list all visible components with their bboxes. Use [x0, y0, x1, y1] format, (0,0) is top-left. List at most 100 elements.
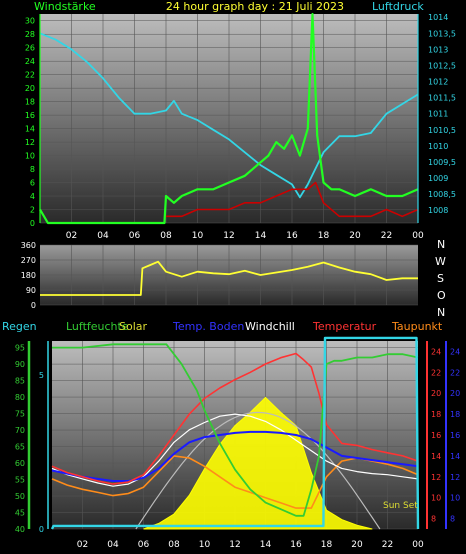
direction-letter-n-bottom: N [437, 306, 445, 319]
wind-direction-line [40, 260, 418, 296]
direction-letter-n-top: N [437, 238, 445, 251]
temperature-tick-label: 10 [431, 494, 441, 503]
pressure-line [39, 32, 419, 199]
soil-temp-tick-label: 12 [450, 473, 460, 482]
humidity-tick-label: 50 [15, 492, 25, 501]
temperature-tick-label: 20 [431, 389, 441, 398]
p1-x-tick-label: 16 [286, 231, 298, 241]
legend-solar: Solar [119, 320, 148, 333]
wind-tick-label: 26 [25, 44, 35, 53]
pressure-tick-label: 1011 [428, 110, 448, 119]
pressure-tick-label: 1014 [428, 13, 448, 22]
temperature-tick-label: 18 [431, 410, 441, 419]
temperature-tick-label: 22 [431, 368, 441, 377]
legend-temperature: Temperatur [312, 320, 377, 333]
temperature-tick-label: 8 [431, 515, 436, 524]
temperature-tick-label: 16 [431, 431, 441, 440]
wind-tick-label: 18 [25, 98, 35, 107]
pressure-tick-label: 1013 [428, 45, 448, 54]
wind-tick-label: 8 [30, 165, 35, 174]
temperature-tick-label: 14 [431, 452, 441, 461]
temperature-line [51, 352, 419, 485]
p1-x-tick-label: 22 [381, 231, 392, 241]
wind-gust-line [166, 181, 419, 218]
direction-tick-label: 180 [21, 271, 36, 280]
pressure-tick-label: 1012,5 [428, 61, 456, 70]
pressure-tick-label: 1008 [428, 206, 448, 215]
p1-x-tick-label: 08 [160, 231, 172, 241]
p1-x-tick-label: 02 [66, 231, 77, 241]
p1-x-tick-label: 20 [349, 231, 361, 241]
p1-x-tick-label: 12 [223, 231, 234, 241]
direction-tick-label: 270 [21, 256, 36, 265]
soil-temp-tick-label: 8 [450, 515, 455, 524]
pressure-axis-title: Luftdruck [372, 0, 424, 13]
temperature-tick-label: 12 [431, 473, 441, 482]
soil-temp-tick-label: 18 [450, 410, 460, 419]
p3-x-tick-label: 14 [260, 540, 272, 550]
direction-letter-w: W [435, 255, 446, 268]
humidity-tick-label: 70 [15, 426, 25, 435]
soil-temp-tick-label: 22 [450, 368, 460, 377]
wind-pressure-panel: 02 04 06 08 10 12 14 16 18 20 22 000246810121416182… [25, 12, 456, 241]
p1-x-tick-label: 14 [255, 231, 267, 241]
legend-soil-temp: Temp. Boden [172, 320, 244, 333]
legend-dewpoint: Taupunkt [391, 320, 443, 333]
soil-temp-tick-label: 14 [450, 452, 460, 461]
sun-curve [135, 411, 381, 530]
sunset-label: Sun Set [383, 501, 418, 511]
soil-temp-tick-label: 20 [450, 389, 460, 398]
temperature-tick-label: 24 [431, 347, 441, 356]
solar-area [143, 396, 373, 530]
soil-temp-tick-label: 24 [450, 347, 460, 356]
direction-letter-o: O [437, 289, 446, 302]
wind-tick-label: 16 [25, 111, 35, 120]
p3-x-tick-label: 06 [138, 540, 150, 550]
pressure-tick-label: 1009 [428, 174, 448, 183]
rain-line [50, 336, 420, 530]
wind-tick-label: 12 [25, 138, 35, 147]
wind-tick-label: 4 [30, 192, 35, 201]
humidity-line [52, 343, 419, 517]
wind-axis-title: Windstärke [34, 0, 96, 13]
humidity-tick-label: 40 [15, 525, 25, 534]
pressure-tick-label: 1012 [428, 78, 448, 87]
wind-tick-label: 30 [25, 17, 35, 26]
direction-letter-s: S [437, 272, 444, 285]
p3-x-tick-label: 12 [229, 540, 240, 550]
pressure-tick-label: 1013,5 [428, 29, 456, 38]
soil-temp-line [51, 430, 419, 482]
windchill-line [51, 413, 419, 487]
p1-x-tick-label: 06 [129, 231, 141, 241]
rain-tick-label: 5 [39, 371, 44, 380]
rain-tick-label: 0 [39, 525, 44, 534]
pressure-tick-label: 1011,5 [428, 94, 456, 103]
p3-x-tick-label: 22 [382, 540, 393, 550]
wind-tick-label: 24 [25, 57, 35, 66]
wind-tick-label: 6 [30, 179, 35, 188]
wind-tick-label: 10 [25, 152, 35, 161]
humidity-tick-label: 45 [15, 509, 25, 518]
wind-tick-label: 0 [30, 219, 35, 228]
direction-tick-label: 360 [21, 241, 36, 250]
humidity-tick-label: 75 [15, 410, 25, 419]
humidity-tick-label: 80 [15, 393, 25, 402]
wind-tick-label: 22 [25, 71, 35, 80]
direction-letters: N W S O N [435, 238, 446, 319]
bottom-legend: Regen Luftfeuchte Solar Temp. Boden Wind… [2, 320, 443, 333]
humidity-tick-label: 90 [15, 360, 25, 369]
direction-tick-label: 90 [26, 286, 36, 295]
p3-x-tick-label: 20 [351, 540, 363, 550]
p3-x-tick-label: 16 [290, 540, 302, 550]
soil-temp-tick-label: 10 [450, 494, 460, 503]
pressure-tick-label: 1008,5 [428, 190, 456, 199]
pressure-tick-label: 1010 [428, 142, 448, 151]
p3-x-tick-label: 04 [107, 540, 119, 550]
wind-tick-label: 20 [25, 84, 35, 93]
p1-x-tick-label: 04 [97, 231, 109, 241]
pressure-tick-label: 1010,5 [428, 126, 456, 135]
p3-x-tick-label: 18 [321, 540, 333, 550]
chart-title: 24 hour graph day : 21 Juli 2023 [166, 0, 344, 13]
